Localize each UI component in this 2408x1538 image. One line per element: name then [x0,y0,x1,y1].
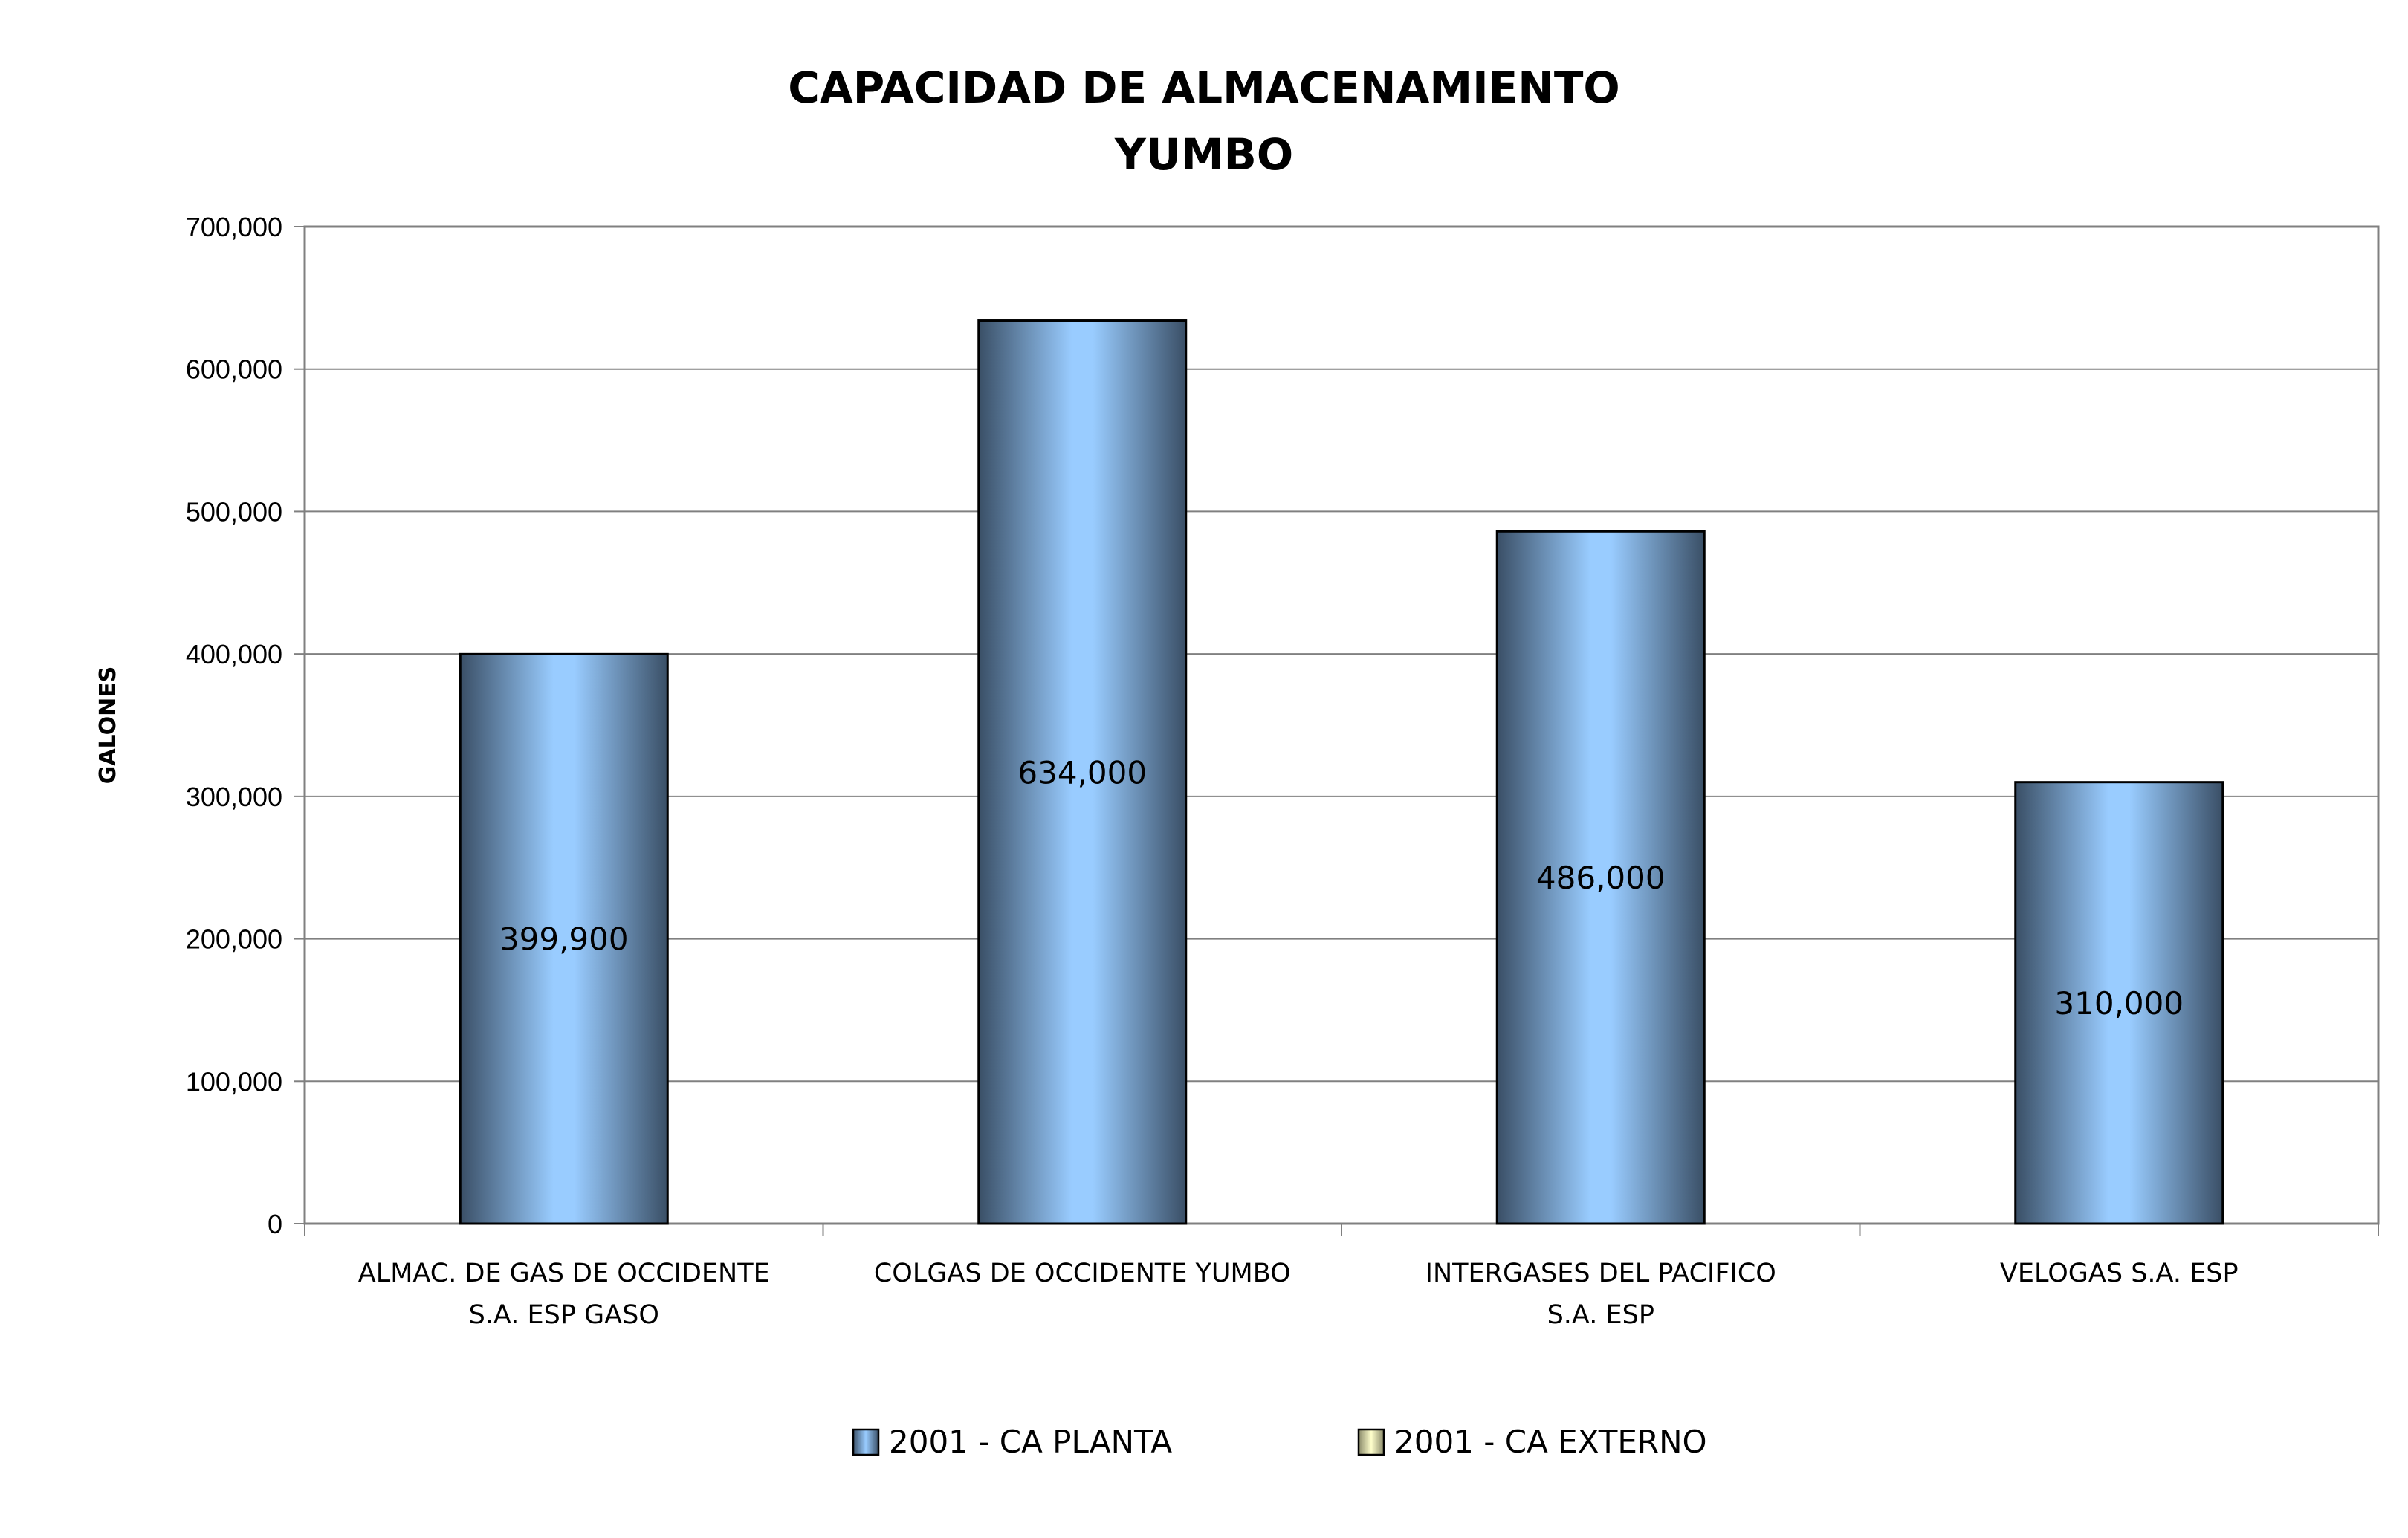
y-tick-label: 300,000 [186,782,282,812]
legend: 2001 - CA PLANTA 2001 - CA EXTERNO [852,1424,1707,1460]
y-tick-label: 500,000 [186,496,282,527]
y-axis-ticks: 0 100,000 200,000 300,000 400,000 500,000 600,… [186,212,305,1239]
bar [1495,530,1706,1225]
data-labels: 399,900 634,000 486,000 310,000 [499,754,2184,1022]
bar [2014,781,2224,1225]
data-label: 634,000 [1017,754,1147,791]
y-tick-label: 700,000 [186,212,282,242]
y-axis-label: GALONES [95,666,121,785]
x-axis-ticks: ALMAC. DE GAS DE OCCIDENTE S.A. ESP GASO C… [304,1224,2379,1330]
x-tick-label: VELOGAS S.A. ESP [2000,1259,2239,1288]
x-tick-label: ALMAC. DE GAS DE OCCIDENTE S.A. ESP GASO [358,1259,770,1330]
data-label: 310,000 [2054,985,2184,1022]
y-tick-label: 600,000 [186,354,282,385]
chart-title-line-1: CAPACIDAD DE ALMACENAMIENTO [788,62,1619,113]
chart-title-line-2: YUMBO [1114,129,1293,180]
chart-title: CAPACIDAD DE ALMACENAMIENTO YUMBO [788,62,1619,180]
x-tick-label: INTERGASES DEL PACIFICO S.A. ESP [1425,1259,1776,1330]
data-label: 399,900 [499,921,629,958]
data-label: 486,000 [1536,860,1666,896]
legend-swatch [852,1428,880,1456]
legend-label: 2001 - CA EXTERNO [1394,1424,1707,1460]
bar [459,652,669,1225]
y-tick-label: 0 [268,1209,282,1239]
bar [977,319,1188,1225]
y-tick-label: 200,000 [186,924,282,955]
y-tick-label: 400,000 [186,639,282,669]
y-tick-label: 100,000 [186,1066,282,1097]
x-tick-label: COLGAS DE OCCIDENTE YUMBO [874,1259,1291,1288]
legend-swatch [1357,1428,1385,1456]
bars [459,319,2224,1225]
legend-label: 2001 - CA PLANTA [889,1424,1172,1460]
